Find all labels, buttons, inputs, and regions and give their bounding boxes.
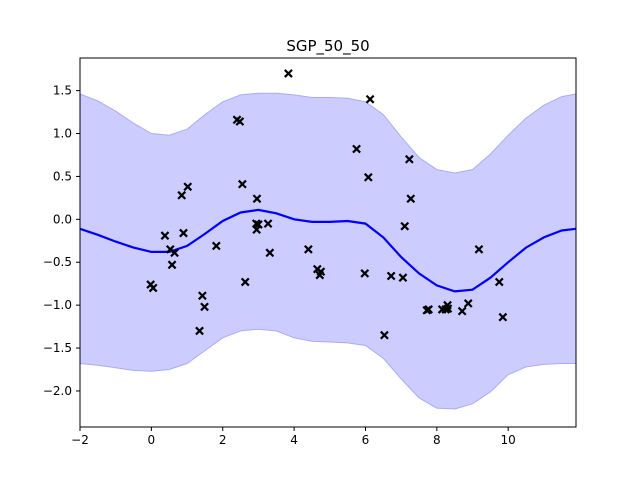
mean-line — [80, 208, 576, 293]
data-point — [167, 260, 177, 270]
data-point — [360, 269, 370, 278]
axes-frame — [79, 57, 577, 428]
data-point — [252, 194, 262, 204]
data-point — [398, 273, 408, 283]
data-point — [148, 283, 158, 293]
data-point — [170, 248, 179, 258]
x-tick-label: 0 — [148, 433, 156, 447]
y-tick-label: −1.0 — [43, 298, 72, 312]
data-point — [463, 299, 473, 308]
x-tick-label: −2 — [71, 433, 89, 447]
data-point — [237, 179, 247, 189]
y-tick-label: −0.5 — [43, 255, 72, 269]
data-point — [380, 330, 389, 340]
data-point — [316, 267, 326, 277]
confidence-band — [80, 92, 576, 410]
data-point — [404, 154, 414, 164]
data-point — [284, 69, 293, 78]
x-tick-label: 4 — [290, 433, 298, 447]
data-point — [494, 277, 504, 287]
plot-area — [80, 69, 576, 410]
data-point — [177, 190, 187, 200]
data-point — [443, 304, 453, 313]
data-point — [498, 312, 508, 322]
data-point — [160, 231, 170, 241]
data-point — [386, 271, 396, 281]
data-point — [211, 241, 221, 251]
x-tick-label: 8 — [433, 433, 441, 447]
data-point — [406, 194, 416, 204]
data-point — [198, 291, 207, 301]
x-tick-label: 10 — [501, 433, 516, 447]
data-point — [179, 228, 188, 238]
data-point — [303, 244, 313, 254]
data-point — [254, 220, 263, 229]
y-tick-label: 1.0 — [53, 127, 72, 141]
data-point — [474, 244, 484, 254]
data-point — [240, 277, 250, 287]
y-tick-label: 0.5 — [53, 169, 72, 183]
data-point — [183, 182, 193, 192]
data-point — [235, 117, 245, 126]
data-point — [365, 94, 375, 104]
x-tick-label: 2 — [219, 433, 227, 447]
data-point — [457, 306, 467, 316]
x-tick-label: 6 — [362, 433, 370, 447]
data-point — [352, 144, 361, 154]
data-point — [263, 219, 273, 228]
data-point — [400, 221, 410, 231]
data-point — [363, 172, 373, 182]
chart-title: SGP_50_50 — [286, 37, 369, 56]
y-tick-label: 1.5 — [53, 84, 72, 98]
y-tick-label: 0.0 — [53, 212, 72, 226]
data-point — [195, 326, 204, 336]
data-point — [200, 302, 209, 312]
y-tick-label: −2.0 — [43, 384, 72, 398]
data-point — [424, 305, 434, 314]
data-point — [265, 248, 275, 258]
y-tick-label: −1.5 — [43, 341, 72, 355]
